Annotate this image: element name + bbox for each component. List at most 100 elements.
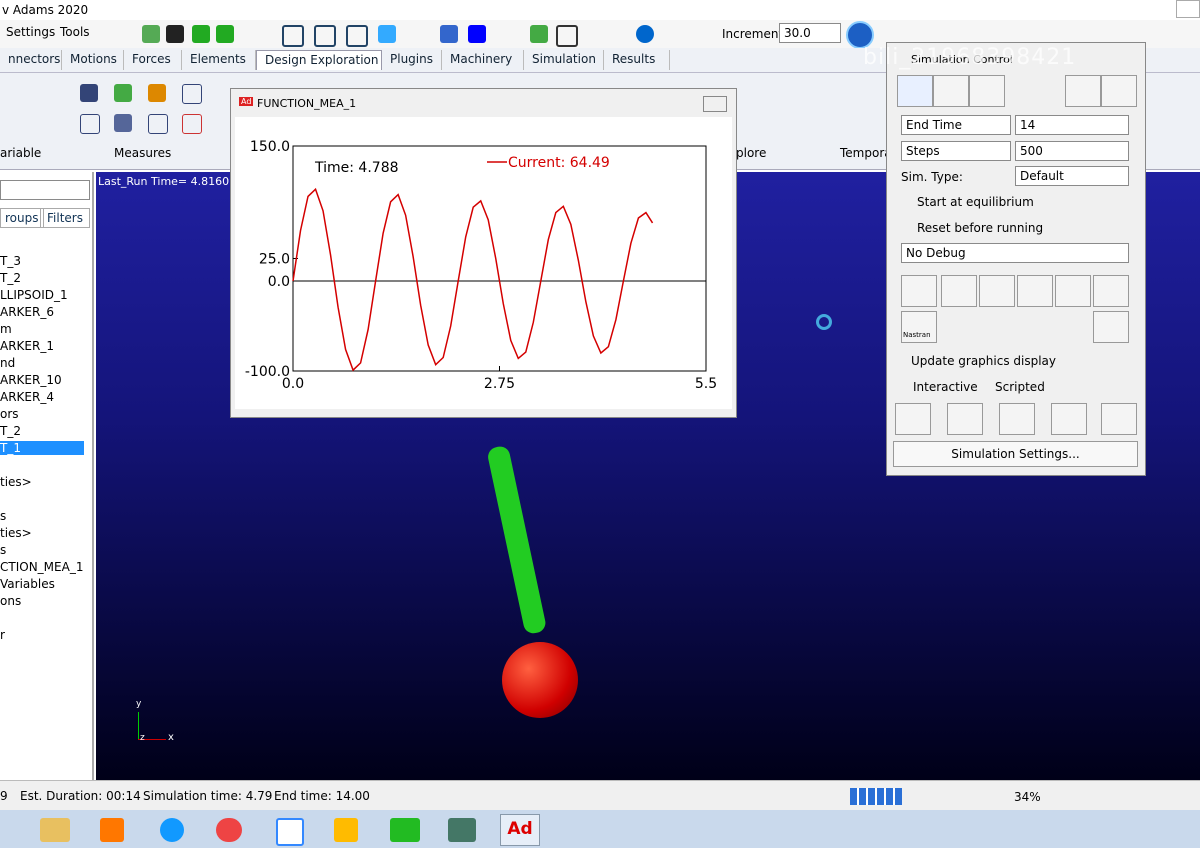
tree-item[interactable]: ARKER_6: [0, 305, 54, 319]
tree-item[interactable]: T_2: [0, 424, 21, 438]
tool-button[interactable]: [947, 403, 983, 435]
ribbon-tab[interactable]: Design Exploration: [256, 50, 382, 70]
steps-mode[interactable]: Steps: [901, 141, 1011, 161]
end-mode[interactable]: End Time: [901, 115, 1011, 135]
nastran-button[interactable]: Nastran: [901, 311, 937, 343]
tool-icon[interactable]: [142, 25, 160, 43]
play-button[interactable]: [969, 75, 1005, 107]
tool-icon[interactable]: [346, 25, 368, 47]
sim-type[interactable]: Default: [1015, 166, 1129, 186]
tool-icon[interactable]: [166, 25, 184, 43]
increment-input[interactable]: 30.0: [779, 23, 841, 43]
tool-icon[interactable]: [378, 25, 396, 43]
model-dropdown[interactable]: [0, 180, 90, 200]
tree-item[interactable]: ARKER_4: [0, 390, 54, 404]
tree-item[interactable]: LLIPSOID_1: [0, 288, 68, 302]
panel-tab[interactable]: Filters: [40, 208, 90, 228]
panel-tab[interactable]: roups: [0, 208, 44, 228]
tool-icon[interactable]: [114, 84, 132, 102]
menu-item[interactable]: Tools: [60, 25, 90, 39]
checkbox-label[interactable]: Reset before running: [917, 221, 1044, 235]
tree-item[interactable]: r: [0, 628, 5, 642]
ribbon-tab[interactable]: Elements: [182, 50, 256, 70]
steps-value[interactable]: 500: [1015, 141, 1129, 161]
taskbar-app[interactable]: [100, 818, 124, 842]
tool-icon[interactable]: [636, 25, 654, 43]
ribbon-tab[interactable]: nnectors: [0, 50, 62, 70]
tool-button[interactable]: [1093, 275, 1129, 307]
tree-item[interactable]: ors: [0, 407, 19, 421]
stop-button[interactable]: [933, 75, 969, 107]
taskbar-app[interactable]: [216, 818, 242, 842]
ribbon-tab[interactable]: Results: [604, 50, 670, 70]
tree-item[interactable]: m: [0, 322, 12, 336]
tool-icon[interactable]: [282, 25, 304, 47]
tool-icon[interactable]: [216, 25, 234, 43]
taskbar-app[interactable]: [276, 818, 304, 846]
tool-button[interactable]: [941, 275, 977, 307]
taskbar-app[interactable]: [334, 818, 358, 842]
tool-icon[interactable]: [440, 25, 458, 43]
legend-label[interactable]: Current: 64.49: [508, 155, 610, 171]
tool-button[interactable]: [1093, 311, 1129, 343]
ok-button[interactable]: [1101, 75, 1137, 107]
tool-button[interactable]: [1051, 403, 1087, 435]
tool-icon[interactable]: [468, 25, 486, 43]
tool-icon[interactable]: [556, 25, 578, 47]
rewind-button[interactable]: [897, 75, 933, 107]
close-button[interactable]: [703, 96, 727, 112]
end-value[interactable]: 14: [1015, 115, 1129, 135]
tool-button[interactable]: [1055, 275, 1091, 307]
ribbon-tab[interactable]: Motions: [62, 50, 124, 70]
taskbar-app[interactable]: [390, 818, 420, 842]
tree-item[interactable]: ARKER_1: [0, 339, 54, 353]
tree-item[interactable]: T_3: [0, 254, 21, 268]
tool-icon[interactable]: [148, 84, 166, 102]
tree-item[interactable]: ARKER_10: [0, 373, 62, 387]
tree-item[interactable]: CTION_MEA_1: [0, 560, 84, 574]
radio-label[interactable]: Scripted: [995, 380, 1045, 394]
tool-icon[interactable]: [192, 25, 210, 43]
tree-item[interactable]: T_2: [0, 271, 21, 285]
close-button[interactable]: [1176, 0, 1200, 18]
tool-icon[interactable]: [80, 114, 100, 134]
tree-item[interactable]: Variables: [0, 577, 55, 591]
tool-icon[interactable]: [114, 114, 132, 132]
tree-item[interactable]: s: [0, 509, 7, 523]
tree-item[interactable]: nd: [0, 356, 16, 370]
tree-item[interactable]: ties>: [0, 475, 32, 489]
taskbar-app[interactable]: [40, 818, 70, 842]
tree-item[interactable]: ons: [0, 594, 22, 608]
taskbar-app[interactable]: [448, 818, 476, 842]
tool-icon[interactable]: [148, 114, 168, 134]
checkbox-label[interactable]: Start at equilibrium: [917, 195, 1034, 209]
ribbon-tab[interactable]: Machinery: [442, 50, 524, 70]
tool-button[interactable]: [1101, 403, 1137, 435]
tool-icon[interactable]: [182, 114, 202, 134]
reset-button[interactable]: [1065, 75, 1101, 107]
tool-button[interactable]: [999, 403, 1035, 435]
debug-select[interactable]: No Debug: [901, 243, 1129, 263]
tree-item[interactable]: s: [0, 543, 7, 557]
tool-button[interactable]: [1017, 275, 1053, 307]
tool-button[interactable]: [901, 275, 937, 307]
ribbon-tab[interactable]: Simulation: [524, 50, 604, 70]
ribbon-group-label: Tempora: [840, 146, 892, 160]
ribbon-tab[interactable]: Forces: [124, 50, 182, 70]
tool-icon[interactable]: [530, 25, 548, 43]
tool-icon[interactable]: [80, 84, 98, 102]
ribbon-tab[interactable]: Plugins: [382, 50, 442, 70]
taskbar-app[interactable]: Ad: [500, 814, 540, 846]
tree-item[interactable]: ties>: [0, 526, 32, 540]
tool-icon[interactable]: [182, 84, 202, 104]
tool-icon[interactable]: [314, 25, 336, 47]
tool-button[interactable]: [895, 403, 931, 435]
tool-button[interactable]: [979, 275, 1015, 307]
radio-label[interactable]: Interactive: [913, 380, 978, 394]
menu-item[interactable]: Settings: [6, 25, 56, 39]
checkbox-label[interactable]: Update graphics display: [911, 354, 1057, 368]
settings-button[interactable]: Simulation Settings...: [893, 441, 1138, 467]
tree-item[interactable]: T_1: [0, 441, 84, 455]
taskbar-app[interactable]: [160, 818, 184, 842]
